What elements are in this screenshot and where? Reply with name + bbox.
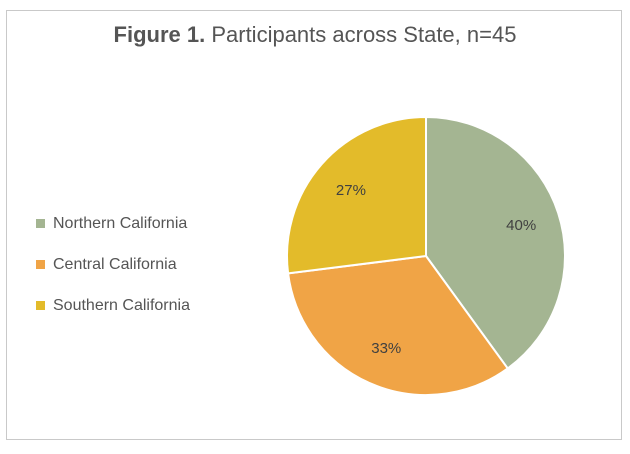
legend: Northern California Central California S… xyxy=(36,203,190,326)
legend-label-central: Central California xyxy=(53,255,177,273)
chart-title: Figure 1. Participants across State, n=4… xyxy=(0,22,630,48)
legend-item-central: Central California xyxy=(36,244,190,285)
pie-slice-northern xyxy=(425,115,566,370)
legend-item-northern: Northern California xyxy=(36,203,190,244)
chart-title-prefix: Figure 1. xyxy=(113,22,206,47)
legend-item-southern: Southern California xyxy=(36,285,190,326)
legend-label-northern: Northern California xyxy=(53,214,188,232)
legend-swatch-southern xyxy=(36,301,45,310)
legend-label-southern: Southern California xyxy=(53,296,190,314)
pie-label-southern: 27% xyxy=(336,182,366,199)
legend-swatch-central xyxy=(36,260,45,269)
chart-title-text: Participants across State, n=45 xyxy=(205,22,517,47)
pie-label-northern: 40% xyxy=(506,217,536,234)
pie-slice-central xyxy=(286,254,510,396)
legend-swatch-northern xyxy=(36,219,45,228)
pie-slice-southern xyxy=(286,115,427,275)
pie-label-central: 33% xyxy=(371,340,401,357)
